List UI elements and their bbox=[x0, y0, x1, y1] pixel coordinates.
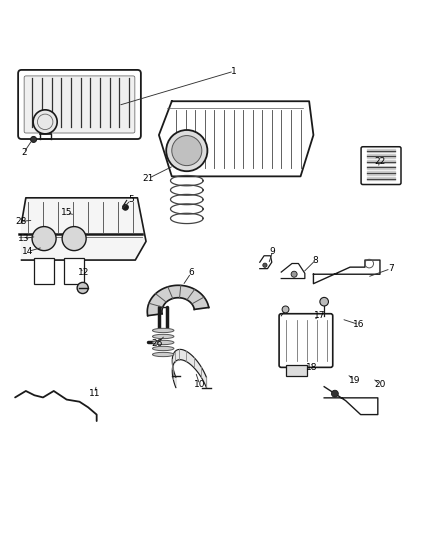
FancyBboxPatch shape bbox=[279, 314, 333, 367]
Ellipse shape bbox=[152, 341, 174, 345]
Text: 15: 15 bbox=[61, 208, 72, 217]
Text: 28: 28 bbox=[15, 217, 26, 226]
Circle shape bbox=[166, 130, 208, 171]
Text: 16: 16 bbox=[353, 320, 364, 329]
Text: 8: 8 bbox=[313, 255, 318, 264]
Ellipse shape bbox=[152, 352, 174, 357]
Text: 11: 11 bbox=[89, 389, 100, 398]
Text: 10: 10 bbox=[194, 380, 205, 389]
FancyBboxPatch shape bbox=[361, 147, 401, 184]
Ellipse shape bbox=[152, 346, 174, 351]
Circle shape bbox=[282, 306, 289, 313]
Text: 20: 20 bbox=[374, 380, 385, 389]
Text: 21: 21 bbox=[142, 174, 154, 183]
Text: 13: 13 bbox=[18, 234, 29, 243]
Bar bbox=[64, 258, 84, 284]
Circle shape bbox=[320, 297, 328, 306]
Text: 12: 12 bbox=[78, 269, 89, 278]
Text: 2: 2 bbox=[21, 148, 27, 157]
Polygon shape bbox=[314, 260, 380, 284]
Text: 1: 1 bbox=[231, 67, 237, 76]
Circle shape bbox=[32, 227, 56, 251]
Circle shape bbox=[122, 204, 128, 211]
Polygon shape bbox=[260, 256, 272, 269]
Circle shape bbox=[172, 135, 202, 166]
Text: 26: 26 bbox=[151, 340, 162, 348]
FancyBboxPatch shape bbox=[24, 76, 135, 133]
Text: 22: 22 bbox=[374, 157, 385, 166]
Text: 7: 7 bbox=[388, 264, 394, 273]
Polygon shape bbox=[21, 198, 146, 260]
Text: 19: 19 bbox=[349, 376, 360, 385]
Text: 17: 17 bbox=[314, 311, 325, 320]
Text: 5: 5 bbox=[128, 196, 134, 205]
Text: 14: 14 bbox=[22, 247, 34, 256]
Circle shape bbox=[332, 390, 338, 397]
Polygon shape bbox=[281, 263, 305, 279]
FancyBboxPatch shape bbox=[18, 70, 141, 139]
Bar bbox=[35, 258, 54, 284]
Bar bbox=[286, 365, 307, 376]
Circle shape bbox=[33, 110, 57, 134]
Circle shape bbox=[31, 136, 37, 142]
Text: 18: 18 bbox=[306, 363, 317, 372]
Polygon shape bbox=[159, 101, 314, 176]
Text: 6: 6 bbox=[188, 269, 194, 278]
Polygon shape bbox=[324, 386, 378, 415]
Circle shape bbox=[62, 227, 86, 251]
Text: 9: 9 bbox=[270, 247, 276, 256]
Circle shape bbox=[291, 271, 297, 277]
Ellipse shape bbox=[152, 334, 174, 338]
Polygon shape bbox=[147, 285, 209, 316]
Circle shape bbox=[263, 263, 267, 268]
Ellipse shape bbox=[152, 328, 174, 333]
Circle shape bbox=[77, 282, 88, 294]
